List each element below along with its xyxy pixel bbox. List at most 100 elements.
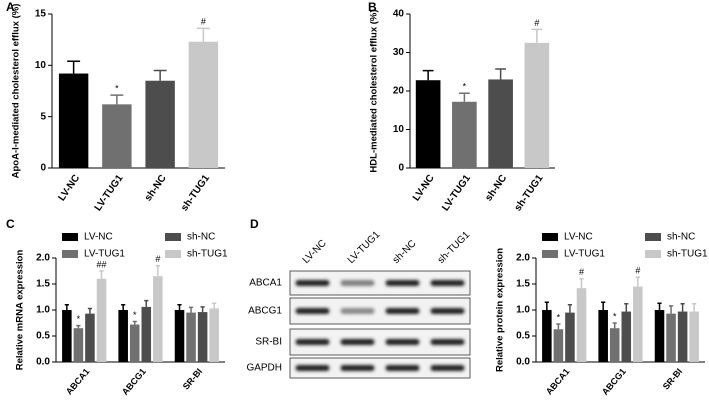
- blot-band: [385, 308, 420, 314]
- blot-band: [340, 308, 375, 314]
- error-bar: [153, 69, 167, 81]
- blot-band: [430, 339, 465, 345]
- error-bar: [155, 265, 160, 277]
- x-tick-label: ABCA1: [64, 366, 92, 396]
- y-tick-label: 0: [40, 163, 46, 174]
- blot-row-label: ABCA1: [249, 278, 282, 289]
- panel-label: D: [250, 217, 259, 231]
- bar: [58, 73, 89, 168]
- blot-band: [430, 365, 465, 371]
- error-bar: [624, 303, 629, 312]
- error-bar: [188, 306, 194, 313]
- y-tick-label: 1.0: [36, 305, 50, 316]
- blot-lane-label: sh-NC: [391, 238, 419, 266]
- bar: [565, 312, 575, 362]
- bar: [197, 312, 208, 362]
- significance-marker: *: [133, 310, 137, 320]
- y-tick-label: 40: [393, 9, 405, 20]
- bar: [96, 278, 107, 362]
- bar: [689, 311, 699, 362]
- error-bar: [67, 60, 81, 74]
- bar: [654, 310, 665, 362]
- blot-band: [430, 280, 465, 286]
- bar: [598, 310, 608, 362]
- x-tick-label: sh-TUG1: [179, 173, 212, 214]
- blot-row-label: SR-BI: [255, 337, 282, 348]
- legend-label: sh-NC: [187, 232, 215, 243]
- y-axis-label: HDL-mediated cholesterol efflux (%): [369, 9, 380, 172]
- blot-band: [295, 308, 330, 314]
- blot-band: [295, 365, 330, 371]
- bar: [452, 101, 477, 168]
- bar: [145, 80, 175, 168]
- bar: [542, 310, 552, 362]
- error-bar: [579, 278, 584, 289]
- blot-row-label: GAPDH: [246, 363, 282, 374]
- bar: [677, 311, 688, 362]
- x-tick-label: ABCG1: [120, 366, 148, 397]
- blot-band: [295, 339, 330, 345]
- error-bar: [87, 307, 93, 314]
- bar: [62, 310, 72, 362]
- error-bar: [132, 320, 137, 325]
- x-tick-label: sh-NC: [483, 173, 509, 203]
- error-bar: [556, 323, 561, 330]
- significance-marker: ##: [96, 259, 106, 269]
- x-tick-label: LV-TUG1: [93, 173, 126, 214]
- error-bar: [495, 68, 507, 80]
- error-bar: [76, 324, 81, 329]
- blot-lane-label: sh-TUG1: [436, 229, 473, 266]
- bar: [141, 306, 152, 362]
- error-bar: [212, 302, 217, 309]
- y-tick-label: 1.5: [36, 279, 50, 290]
- legend-swatch: [62, 250, 78, 258]
- blot-band: [340, 365, 375, 371]
- bar: [186, 312, 196, 362]
- x-tick-label: LV-TUG1: [440, 173, 473, 214]
- bar: [415, 80, 441, 168]
- error-bar: [144, 299, 149, 307]
- error-bar: [601, 301, 606, 310]
- error-bar: [531, 28, 543, 43]
- error-bar: [635, 276, 640, 287]
- blot-band: [430, 308, 465, 314]
- x-tick-label: LV-NC: [56, 173, 82, 203]
- bar: [666, 313, 676, 362]
- significance-marker: #: [155, 254, 160, 264]
- significance-marker: *: [463, 82, 467, 92]
- x-tick-label: LV-NC: [411, 173, 437, 203]
- y-tick-label: 0.5: [36, 331, 50, 342]
- legend-swatch: [542, 250, 558, 258]
- panel-label: C: [6, 217, 15, 231]
- legend-label: LV-NC: [564, 232, 593, 243]
- blot-band: [385, 339, 420, 345]
- legend-swatch: [165, 250, 181, 258]
- y-tick-label: 0.5: [516, 331, 530, 342]
- bar: [174, 310, 185, 362]
- error-bar: [64, 304, 69, 310]
- bar: [73, 328, 84, 362]
- bar: [118, 310, 128, 362]
- error-bar: [422, 69, 434, 81]
- bar: [576, 288, 587, 362]
- error-bar: [680, 303, 685, 312]
- significance-marker: *: [115, 83, 119, 93]
- error-bar: [121, 304, 126, 310]
- y-tick-label: 0.0: [36, 357, 50, 368]
- legend-label: LV-TUG1: [84, 249, 125, 260]
- legend-label: LV-NC: [84, 232, 113, 243]
- error-bar: [692, 303, 697, 312]
- bar: [488, 79, 513, 168]
- error-bar: [200, 306, 205, 313]
- bar: [524, 42, 550, 168]
- y-tick-label: 0.0: [516, 357, 530, 368]
- blot-band: [340, 280, 375, 286]
- x-tick-label: SR-BI: [181, 366, 204, 391]
- legend-swatch: [62, 233, 78, 241]
- error-bar: [567, 304, 573, 313]
- x-tick-label: ABCG1: [600, 366, 628, 397]
- legend-swatch: [645, 233, 661, 241]
- bar: [553, 329, 564, 362]
- error-bar: [544, 301, 549, 310]
- y-axis-label: Relative mRNA expression: [15, 250, 26, 371]
